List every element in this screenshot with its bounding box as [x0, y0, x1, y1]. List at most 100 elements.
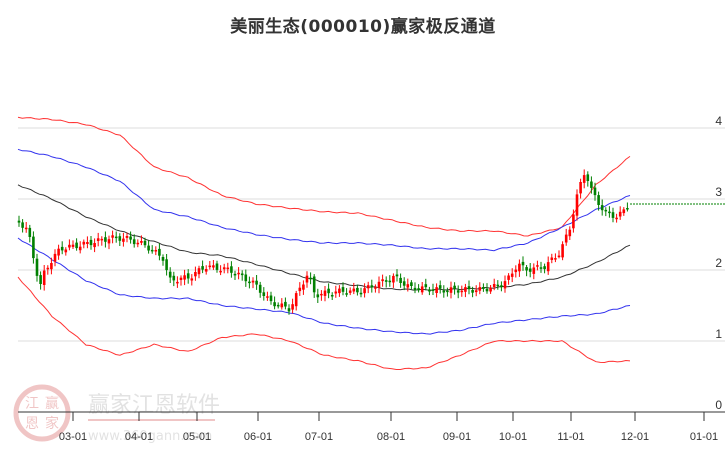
candle-body	[309, 277, 312, 280]
candle-body	[482, 287, 485, 289]
candle-body	[485, 288, 489, 292]
candle-body	[212, 265, 215, 268]
candle-body	[460, 290, 464, 293]
candle-body	[161, 257, 165, 261]
candle-body	[608, 211, 611, 214]
candle-body	[356, 287, 359, 293]
candle-body	[618, 211, 622, 217]
candle-body	[294, 293, 298, 307]
candle-body	[125, 236, 129, 238]
candle-body	[312, 276, 316, 293]
candle-body	[100, 238, 104, 241]
candle-body	[136, 242, 140, 245]
candle-body	[449, 287, 453, 293]
candle-body	[406, 284, 410, 288]
candle-body	[503, 281, 507, 289]
candle-body	[521, 261, 525, 266]
candle-body	[57, 248, 60, 256]
candle-body	[474, 290, 478, 293]
candle-body	[381, 279, 384, 282]
candle-body	[539, 267, 543, 269]
candle-body	[464, 287, 467, 292]
candle-body	[168, 271, 172, 278]
candle-body	[561, 244, 564, 258]
candle-body	[377, 281, 381, 288]
candle-body	[284, 301, 287, 307]
candle-body	[568, 229, 572, 237]
candle-body	[345, 293, 348, 295]
candle-body	[244, 274, 248, 282]
candle-body	[327, 288, 330, 294]
watermark-brand: 赢家江恩软件	[88, 393, 220, 418]
candle-body	[554, 258, 557, 260]
candle-body	[338, 288, 341, 294]
candle-body	[420, 286, 424, 293]
candle-body	[71, 244, 75, 247]
candle-body	[75, 242, 78, 249]
candle-body	[222, 267, 226, 270]
candle-body	[104, 237, 107, 242]
y-axis-label: 4	[715, 114, 722, 128]
candle-body	[42, 270, 46, 285]
candle-body	[348, 290, 352, 293]
x-axis-label: 12-01	[621, 431, 649, 443]
candle-body	[269, 295, 273, 302]
candle-body	[89, 239, 93, 246]
x-axis-label: 07-01	[305, 431, 333, 443]
y-axis-label: 0	[715, 398, 722, 412]
candle-body	[496, 284, 500, 287]
candle-body	[471, 290, 474, 293]
candle-body	[388, 280, 392, 283]
watermark-logo-icon	[13, 384, 71, 442]
candle-body	[579, 182, 582, 194]
candle-body	[64, 249, 68, 253]
candle-body	[575, 194, 579, 216]
candle-body	[352, 288, 356, 292]
candle-body	[190, 278, 194, 281]
candle-body	[129, 236, 132, 240]
candle-body	[546, 262, 550, 272]
candle-body	[237, 272, 240, 275]
candle-body	[550, 257, 554, 260]
candle-body	[194, 272, 197, 277]
candle-body	[111, 235, 114, 238]
candle-body	[197, 268, 201, 275]
candle-body	[507, 275, 510, 280]
candle-body	[86, 242, 89, 244]
candle-body	[611, 212, 615, 218]
candle-body	[165, 259, 168, 271]
band-outer_lower	[17, 276, 631, 370]
x-axis-label: 10-01	[499, 431, 527, 443]
candle-body	[93, 243, 96, 248]
candle-body	[154, 250, 158, 252]
candle-body	[582, 175, 586, 183]
candle-body	[114, 236, 118, 239]
candle-body	[518, 263, 521, 272]
candle-body	[489, 287, 492, 292]
candle-body	[431, 289, 435, 291]
candle-body	[370, 285, 374, 288]
candle-body	[262, 292, 266, 296]
candle-body	[399, 277, 402, 283]
candle-body	[96, 238, 100, 241]
candle-body	[453, 285, 456, 289]
candle-body	[341, 287, 345, 292]
y-axis-label: 2	[715, 256, 722, 270]
candle-body	[17, 220, 21, 223]
candle-body	[557, 255, 561, 258]
candle-body	[82, 241, 86, 245]
watermark-logo-char: 赢	[45, 395, 59, 412]
band-outer_upper	[17, 116, 631, 237]
candle-body	[240, 273, 244, 276]
candle-body	[334, 291, 338, 294]
candle-body	[150, 249, 154, 252]
candle-body	[316, 294, 320, 298]
candle-body	[410, 282, 413, 286]
candle-body	[446, 290, 449, 293]
candle-body	[615, 217, 618, 220]
candle-body	[118, 236, 122, 241]
y-axis-label: 1	[715, 327, 722, 341]
candle-body	[528, 268, 532, 272]
x-axis-label: 09-01	[443, 431, 471, 443]
candle-body	[564, 234, 568, 243]
